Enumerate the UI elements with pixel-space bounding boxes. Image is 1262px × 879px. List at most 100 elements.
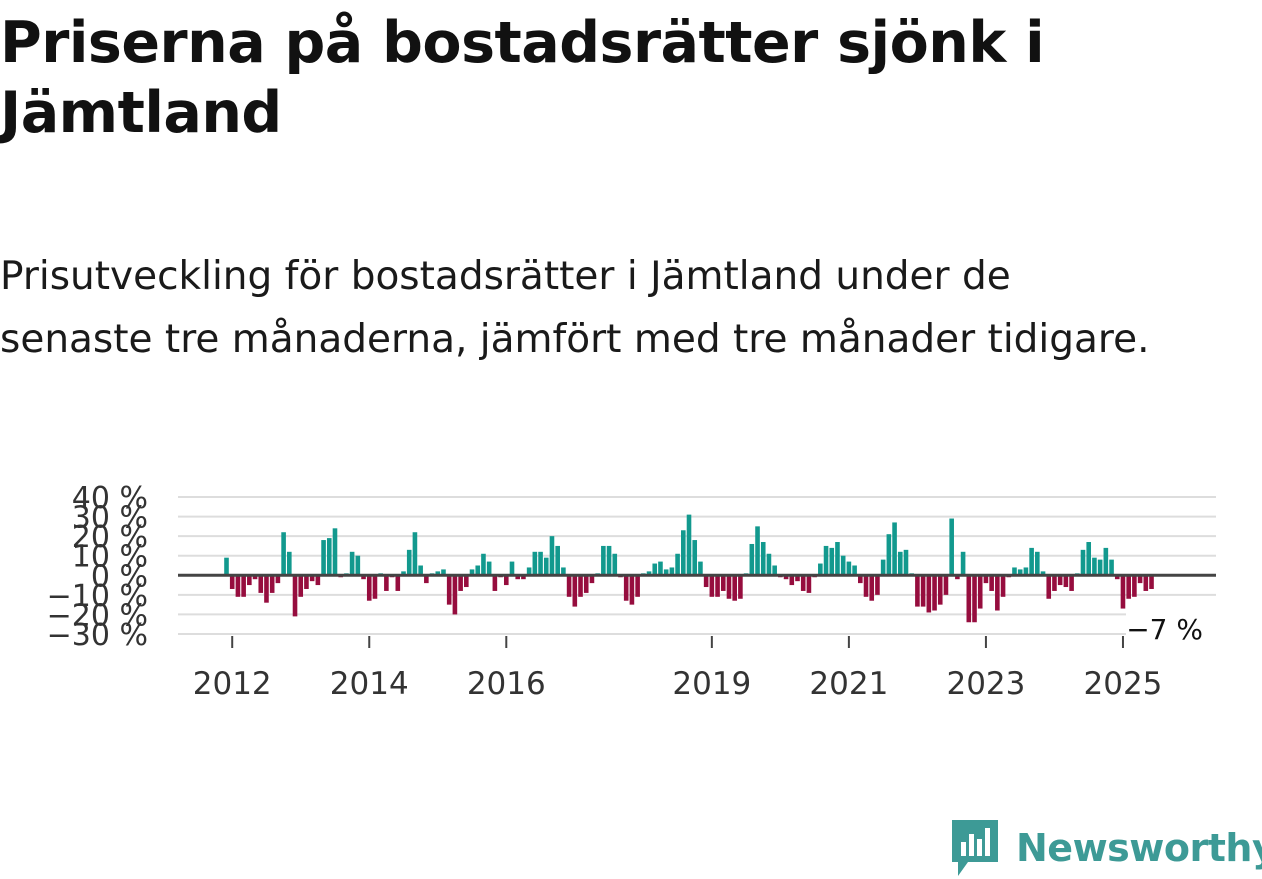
- bar: [760, 542, 766, 576]
- bar: [880, 559, 886, 576]
- bar: [772, 565, 777, 576]
- brand-name: Newsworthy: [1016, 826, 1262, 870]
- bar: [943, 575, 949, 595]
- bar: [304, 575, 309, 589]
- bar: [264, 575, 269, 603]
- bar: [578, 575, 583, 597]
- bar: [492, 575, 498, 591]
- bar: [800, 575, 806, 591]
- bar: [258, 575, 264, 593]
- bar: [361, 575, 366, 580]
- bar: [1086, 542, 1092, 576]
- bar: [475, 565, 481, 576]
- bar: [823, 545, 829, 576]
- bar: [1137, 575, 1143, 584]
- bar: [858, 575, 863, 584]
- bar: [1069, 575, 1074, 591]
- bar: [332, 528, 338, 576]
- bar: [418, 565, 423, 576]
- bar: [829, 547, 835, 576]
- x-tick-label: 2019: [672, 666, 751, 702]
- bar: [366, 575, 372, 601]
- bar: [1143, 575, 1149, 591]
- bar: [309, 575, 315, 582]
- bar: [635, 575, 640, 597]
- bar: [892, 522, 897, 576]
- bar: [1029, 547, 1034, 576]
- bar: [412, 532, 418, 576]
- bar: [663, 569, 669, 576]
- bar: [749, 543, 755, 576]
- bar: [1017, 569, 1023, 576]
- x-tick-label: 2012: [193, 666, 272, 702]
- bar: [424, 575, 429, 584]
- bar: [926, 575, 932, 613]
- bar: [372, 575, 378, 599]
- bar: [355, 555, 361, 576]
- bar: [972, 575, 977, 623]
- bar: [469, 569, 475, 576]
- bar: [658, 561, 663, 576]
- bar: [846, 561, 852, 576]
- bar: [852, 565, 857, 576]
- bar: [1023, 567, 1029, 576]
- y-tick-label: −20 %: [47, 598, 148, 633]
- bar: [235, 575, 241, 597]
- bar: [652, 563, 658, 576]
- bar: [538, 551, 543, 576]
- bar: [292, 575, 298, 617]
- bar: [606, 545, 612, 576]
- bar: [435, 571, 441, 576]
- bar: [1114, 575, 1120, 580]
- brand-logo: Newsworthy: [950, 818, 1262, 878]
- bar: [401, 571, 406, 576]
- x-tick-label: 2023: [946, 666, 1025, 702]
- bar: [1012, 567, 1017, 576]
- bar: [384, 575, 389, 591]
- bar: [629, 575, 635, 605]
- bar: [1035, 551, 1040, 576]
- bar: [503, 575, 509, 586]
- bar: [1097, 559, 1103, 576]
- bar: [458, 575, 463, 591]
- x-tick-label: 2021: [809, 666, 888, 702]
- bar: [949, 518, 954, 576]
- end-label-background: [1126, 612, 1216, 647]
- x-axis: 2012 2014 2016 2019 2021 2023 2025: [193, 636, 1162, 702]
- x-tick-label: 2016: [467, 666, 546, 702]
- bar: [818, 563, 823, 576]
- bar: [349, 551, 355, 576]
- bar: [920, 575, 926, 607]
- bar: [566, 575, 572, 597]
- bar: [623, 575, 629, 601]
- bar: [726, 575, 732, 599]
- chart-subtitle: Prisutveckling för bostadsrätter i Jämtl…: [0, 254, 1150, 362]
- bar: [960, 551, 966, 576]
- bar: [1126, 575, 1131, 599]
- bar: [869, 575, 875, 601]
- bar: [583, 575, 589, 593]
- bar: [1132, 575, 1137, 597]
- bar: [224, 557, 229, 576]
- bar: [252, 575, 258, 580]
- y-tick-label: 10 %: [72, 540, 148, 575]
- bar: [241, 575, 246, 597]
- bar: [486, 561, 492, 576]
- bar: [698, 561, 703, 576]
- bar: [561, 567, 566, 576]
- bar: [481, 553, 486, 576]
- bar: [681, 530, 686, 576]
- bar: [1149, 575, 1154, 589]
- bar: [515, 575, 521, 580]
- y-tick-label: 20 %: [72, 520, 148, 555]
- bar: [669, 567, 675, 576]
- bar: [521, 575, 526, 580]
- bar: [549, 536, 555, 576]
- bar: [446, 575, 452, 605]
- bar: [1120, 575, 1126, 609]
- bar: [526, 567, 532, 576]
- bar: [441, 569, 446, 576]
- bar: [703, 575, 709, 588]
- bar: [983, 575, 989, 584]
- x-tick-label: 2014: [330, 666, 409, 702]
